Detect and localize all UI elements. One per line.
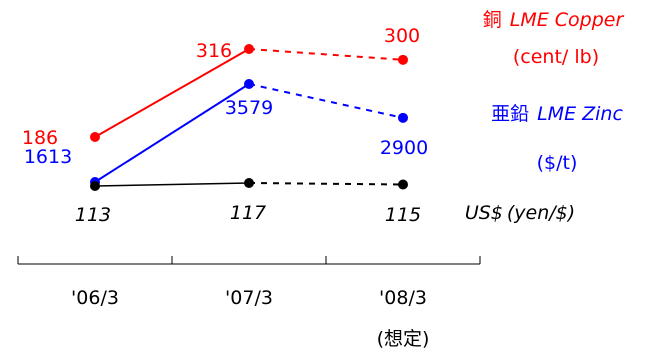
- category-label-2006: '06/3: [71, 287, 119, 309]
- copper-value-label: 300: [384, 25, 420, 47]
- legend-usd-unit: (yen/$): [507, 202, 575, 224]
- copper-point: [398, 54, 408, 65]
- zinc-value-label: 2900: [380, 137, 428, 159]
- legend-copper: 銅 LME Copper (cent/ lb): [483, 9, 625, 68]
- zinc-value-label: 1613: [24, 146, 72, 168]
- usd-point: [398, 179, 408, 190]
- copper-value-label: 186: [22, 127, 58, 149]
- zinc-value-label: 3579: [225, 97, 273, 119]
- usd-value-label: 117: [230, 202, 266, 224]
- category-label-2008: '08/3: [379, 287, 427, 309]
- legend-zinc-name-ja: 亜鉛: [491, 103, 529, 125]
- zinc-series: [90, 79, 408, 187]
- usd-line-actual: [94, 182, 250, 187]
- category-note-forecast: (想定): [377, 328, 430, 350]
- copper-series: [90, 44, 408, 142]
- copper-point: [244, 44, 254, 54]
- svg-text:US$(yen/$): US$ (yen/$): [465, 202, 575, 224]
- legend-copper-name-ja: 銅: [483, 9, 502, 31]
- legend-zinc: 亜鉛 LME Zinc ($/t): [491, 103, 623, 174]
- zinc-line-actual: [94, 83, 250, 183]
- copper-line-forecast: [248, 48, 404, 61]
- zinc-line-forecast: [248, 83, 404, 119]
- zinc-point: [398, 112, 408, 123]
- usd-series: [90, 178, 408, 191]
- copper-line-actual: [94, 48, 250, 138]
- usd-line-forecast: [248, 182, 404, 186]
- legend-usd-name: US$: [465, 202, 503, 224]
- legend-usd: US$ (yen/$): [465, 202, 575, 224]
- usd-point: [90, 181, 100, 191]
- usd-value-label: 113: [75, 204, 111, 226]
- legend-zinc-name-en: LME Zinc: [537, 103, 623, 125]
- usd-value-label: 115: [385, 204, 421, 226]
- category-label-2007: '07/3: [225, 287, 273, 309]
- legend-zinc-unit: ($/t): [537, 152, 578, 174]
- zinc-point: [244, 79, 254, 89]
- copper-point: [90, 132, 100, 142]
- usd-point: [244, 178, 254, 188]
- legend-copper-name-en: LME Copper: [510, 9, 625, 31]
- legend-copper-unit: (cent/ lb): [513, 46, 599, 68]
- copper-value-label: 316: [196, 40, 232, 62]
